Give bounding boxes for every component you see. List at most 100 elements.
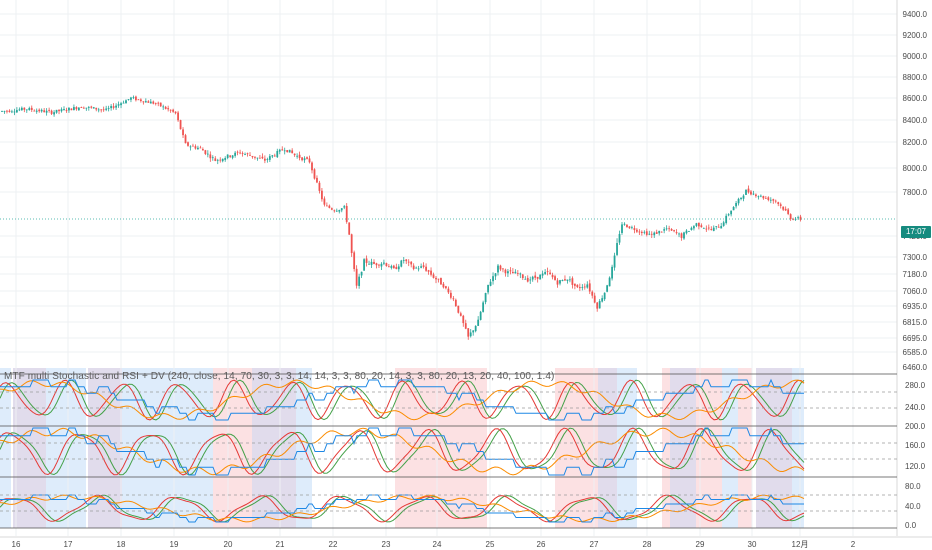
candle-body — [358, 276, 361, 286]
candle-body — [286, 150, 289, 153]
candle-body — [73, 107, 75, 111]
candle-body — [683, 232, 685, 239]
candle-body — [688, 231, 690, 232]
candle-body — [261, 156, 264, 159]
candle-body — [531, 276, 534, 280]
price-y-tick-label: 8600.0 — [903, 94, 928, 103]
candle-body — [588, 283, 591, 292]
candle-body — [752, 193, 755, 195]
candle-body — [48, 109, 51, 111]
x-tick-label: 22 — [329, 540, 338, 549]
candle-body — [593, 295, 596, 303]
candle-body — [11, 111, 13, 113]
indicator-y-tick-label: 0.0 — [905, 521, 917, 530]
price-y-tick-label: 8200.0 — [903, 138, 928, 147]
candle-body — [15, 110, 18, 113]
candle-body — [293, 153, 296, 156]
candle-body — [725, 215, 728, 224]
candle-body — [249, 154, 251, 156]
candle-body — [127, 99, 130, 100]
candle-body — [740, 197, 742, 200]
candle-body — [395, 266, 398, 270]
candle-body — [259, 157, 261, 159]
candle-body — [769, 199, 772, 201]
price-y-tick-label: 6815.0 — [903, 318, 928, 327]
candle-body — [526, 277, 529, 282]
rsi-line — [0, 379, 805, 421]
candle-body — [23, 107, 26, 110]
candle-body — [477, 319, 480, 326]
candle-body — [745, 189, 747, 195]
candle-body — [623, 223, 626, 225]
candle-body — [402, 260, 405, 262]
candle-body — [25, 109, 28, 111]
candle-body — [569, 279, 571, 281]
candle-body — [87, 107, 90, 108]
candle-body — [693, 226, 695, 229]
candle-body — [308, 158, 311, 163]
x-tick-label: 26 — [537, 540, 546, 549]
candle-body — [472, 330, 475, 333]
indicator-title[interactable]: MTF multi Stochastic and RSI + DV (240, … — [4, 371, 555, 382]
candle-body — [100, 109, 103, 111]
candle-body — [474, 325, 477, 332]
candle-body — [263, 158, 266, 161]
price-y-tick-label: 9000.0 — [903, 52, 928, 61]
candle-body — [556, 280, 559, 285]
candle-body — [97, 109, 100, 111]
candle-body — [549, 272, 551, 275]
candle-body — [670, 229, 673, 231]
candle-body — [204, 150, 207, 154]
candle-body — [288, 149, 291, 153]
candle-body — [1, 110, 3, 112]
candle-body — [452, 298, 455, 300]
candle-body — [368, 263, 370, 265]
candle-body — [167, 108, 170, 110]
candle-body — [199, 147, 202, 149]
candle-body — [591, 291, 594, 296]
candle-body — [586, 284, 589, 288]
indicator-band — [46, 368, 86, 528]
candle-body — [536, 276, 539, 279]
candle-body — [159, 102, 162, 107]
x-tick-label: 12月 — [792, 540, 809, 549]
candle-body — [457, 305, 460, 313]
candle-body — [184, 135, 187, 144]
candle-body — [120, 103, 122, 106]
candle-body — [601, 298, 604, 302]
candle-body — [613, 255, 616, 268]
indicator-y-tick-label: 200.0 — [905, 422, 926, 431]
candle-body — [412, 265, 415, 269]
candle-body — [85, 107, 88, 109]
candle-body — [50, 110, 53, 114]
candle-body — [673, 230, 675, 232]
indicator-y-tick-label: 80.0 — [905, 482, 921, 491]
dv-line — [0, 426, 804, 476]
candle-body — [797, 217, 799, 219]
candle-body — [224, 158, 227, 160]
candle-body — [338, 209, 341, 212]
candle-body — [306, 157, 308, 159]
candle-body — [459, 313, 462, 316]
candle-body — [484, 293, 487, 303]
candle-body — [464, 323, 467, 329]
candle-body — [509, 270, 512, 272]
candle-body — [747, 188, 750, 193]
candle-body — [385, 263, 388, 267]
candle-body — [675, 232, 678, 234]
candle-body — [635, 229, 638, 232]
candle-body — [494, 273, 497, 277]
candle-body — [321, 190, 323, 200]
candle-body — [621, 224, 623, 233]
indicator-band — [122, 368, 213, 528]
candle-body — [117, 104, 120, 106]
last-price-badge: 7559.5 — [903, 215, 929, 224]
candle-body — [28, 108, 31, 111]
price-y-tick-label: 8800.0 — [903, 73, 928, 82]
candle-body — [678, 233, 680, 235]
x-tick-label: 18 — [117, 540, 126, 549]
candle-body — [239, 152, 241, 154]
candle-body — [328, 205, 331, 208]
